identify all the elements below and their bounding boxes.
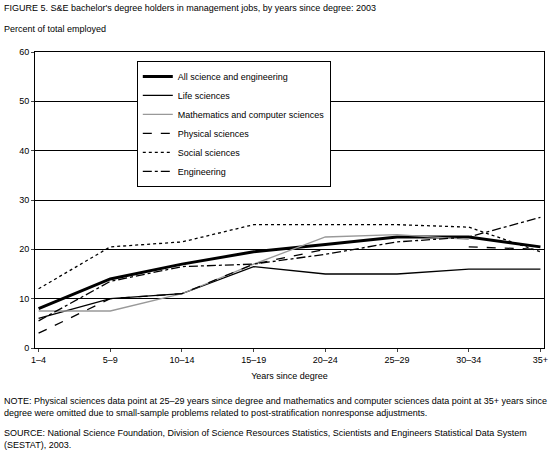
svg-text:20: 20: [19, 244, 29, 254]
html-text:NOTE: Physical sciences data p: NOTE: Physical sciences data point at 25…: [4, 396, 548, 418]
html-text:FIGURE 5. S&E bachelor's degre: FIGURE 5. S&E bachelor's degree holders …: [4, 3, 376, 13]
svg-text:10–14: 10–14: [169, 355, 194, 365]
svg-text:5–9: 5–9: [103, 355, 118, 365]
svg-text:Physical sciences: Physical sciences: [178, 129, 250, 139]
html-text:Percent of total employed: Percent of total employed: [4, 24, 107, 34]
svg-text:Mathematics and computer scien: Mathematics and computer sciences: [178, 110, 325, 120]
svg-text:25–29: 25–29: [385, 355, 410, 365]
svg-text:All science and engineering: All science and engineering: [178, 72, 288, 82]
svg-text:20–24: 20–24: [313, 355, 338, 365]
html-text:SOURCE: National Science Found: SOURCE: National Science Foundation, Div…: [4, 428, 527, 450]
svg-text:50: 50: [19, 96, 29, 106]
svg-text:60: 60: [19, 47, 29, 57]
svg-text:10: 10: [19, 294, 29, 304]
svg-text:30: 30: [19, 195, 29, 205]
svg-text:1–4: 1–4: [31, 355, 46, 365]
svg-text:0: 0: [24, 343, 29, 353]
svg-text:Engineering: Engineering: [178, 167, 226, 177]
svg-text:35+: 35+: [533, 355, 548, 365]
svg-text:Life sciences: Life sciences: [178, 91, 231, 101]
svg-text:Social sciences: Social sciences: [178, 148, 241, 158]
svg-text:40: 40: [19, 146, 29, 156]
svg-text:30–34: 30–34: [456, 355, 481, 365]
svg-text:Years since degree: Years since degree: [251, 371, 328, 381]
svg-text:15–19: 15–19: [241, 355, 266, 365]
